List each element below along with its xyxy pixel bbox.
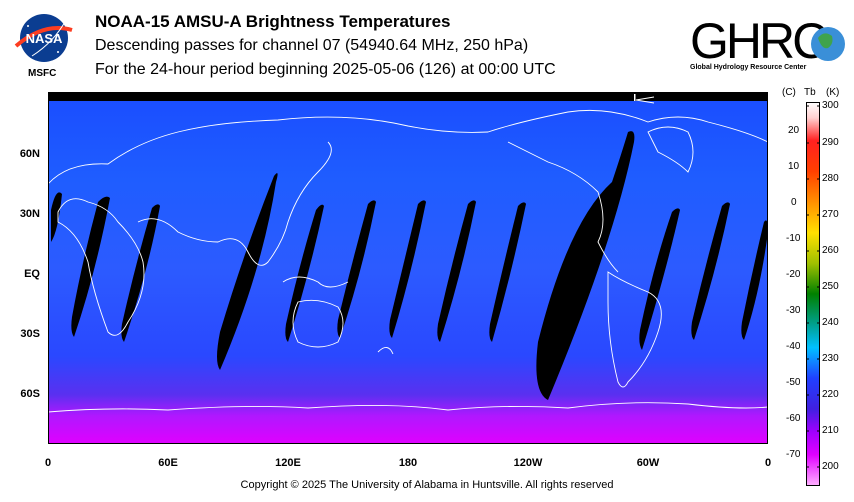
colorbar-c-label: -10 (786, 233, 801, 244)
ghrc-logo: GHRC (690, 13, 845, 69)
lon-label: 60E (158, 457, 178, 469)
ghrc-logo-text: GHRC (690, 13, 827, 69)
colorbar-k-label: 230 (822, 353, 839, 364)
lat-label: 30S (20, 328, 40, 340)
map-subtitle: Descending passes for channel 07 (54940.… (95, 37, 529, 54)
lon-label: 120E (275, 457, 301, 469)
lat-label: 60N (19, 148, 40, 160)
copyright-notice: Copyright © 2025 The University of Alaba… (240, 479, 614, 491)
lat-label: EQ (24, 268, 40, 280)
colorbar-k-label: 200 (822, 461, 839, 472)
map-title: NOAA-15 AMSU-A Brightness Temperatures (95, 12, 451, 31)
colorbar-c-label: -30 (786, 305, 801, 316)
north-pole-gap (48, 92, 768, 101)
lat-label: 60S (20, 388, 40, 400)
orbit-gaps (51, 131, 768, 400)
lon-label: 60W (636, 457, 660, 469)
colorbar-k-label: 220 (822, 389, 839, 400)
colorbar-k-label: 290 (822, 137, 839, 148)
colorbar-c-label: 0 (791, 197, 797, 208)
colorbar (806, 102, 820, 486)
colorbar-c-label: -70 (786, 449, 801, 460)
colorbar-unit-tb: Tb (804, 87, 816, 98)
coastlines (48, 109, 768, 413)
lat-label: 30N (19, 208, 40, 220)
lon-label: 180 (398, 457, 418, 469)
colorbar-c-label: -40 (786, 341, 801, 352)
map-frame (48, 92, 768, 444)
colorbar-k-label: 280 (822, 173, 839, 184)
colorbar-c-label: -20 (786, 269, 801, 280)
ghrc-subtitle: Global Hydrology Resource Center (690, 64, 807, 71)
colorbar-k-label: 300 (822, 100, 839, 111)
colorbar-c-label: 20 (788, 125, 800, 136)
brightness-temperature-map (48, 92, 768, 444)
colorbar-c-label: 10 (788, 161, 800, 172)
colorbar-k-label: 240 (822, 317, 839, 328)
lon-label: 120W (513, 457, 543, 469)
colorbar-k-label: 260 (822, 245, 839, 256)
colorbar-k-label: 210 (822, 425, 839, 436)
colorbar-k-label: 250 (822, 281, 839, 292)
colorbar-c-label: -60 (786, 413, 801, 424)
map-period: For the 24-hour period beginning 2025-05… (95, 61, 556, 78)
colorbar-c-label: -50 (786, 377, 801, 388)
lon-label: 0 (44, 457, 52, 469)
msfc-label: MSFC (28, 68, 57, 79)
nasa-logo-text: NASA (26, 31, 63, 46)
nasa-logo: NASA (14, 14, 73, 62)
colorbar-k-label: 270 (822, 209, 839, 220)
colorbar-unit-c: (C) (782, 87, 796, 98)
lon-label: 0 (764, 457, 772, 469)
colorbar-unit-k: (K) (826, 87, 840, 98)
arrow-marker (635, 96, 655, 104)
